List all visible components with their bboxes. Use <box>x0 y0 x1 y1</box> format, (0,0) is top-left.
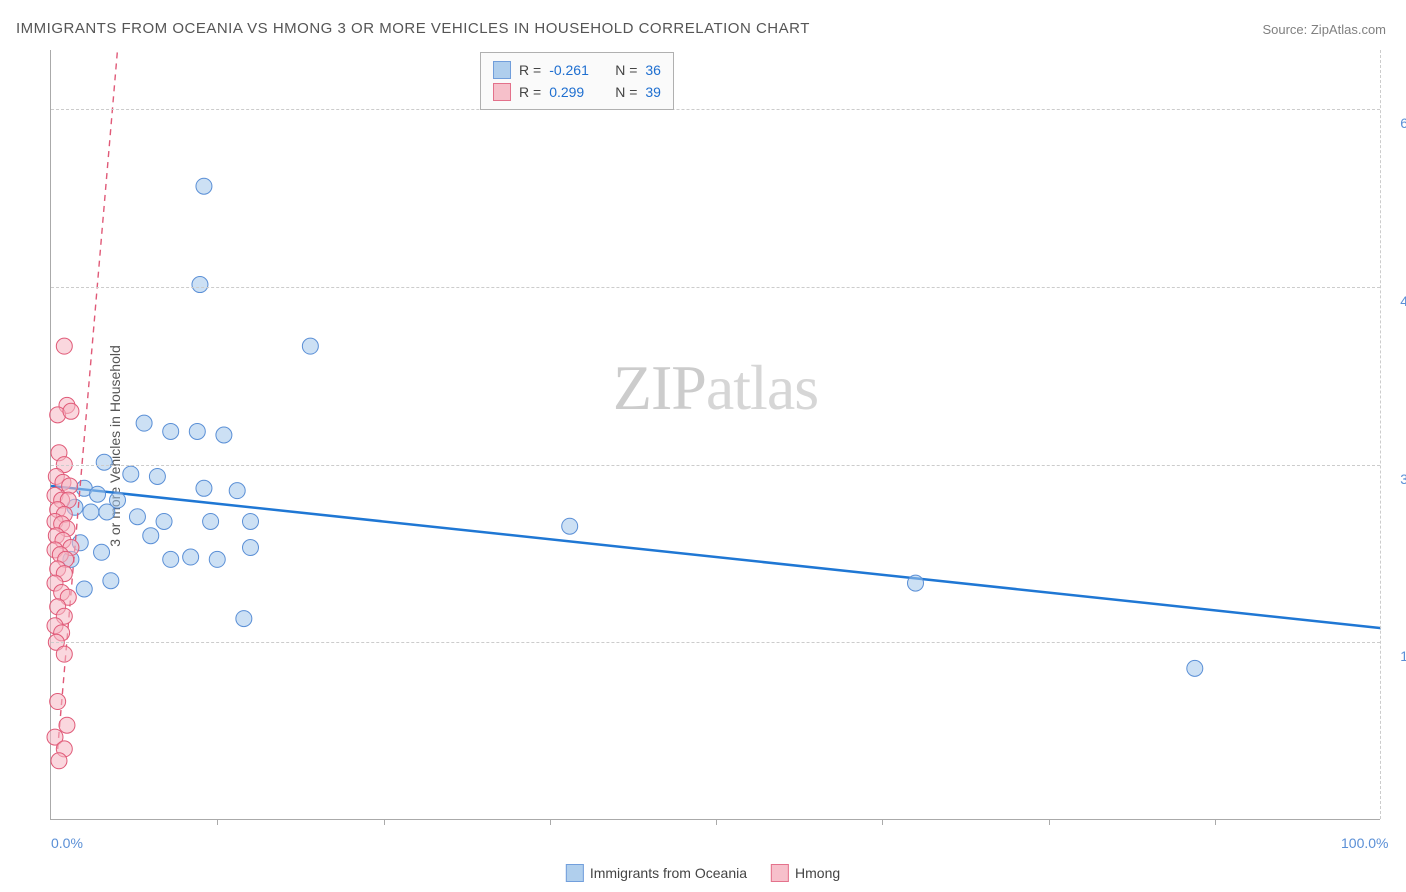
point-oceania <box>129 509 145 525</box>
legend-label: Hmong <box>795 865 840 881</box>
point-oceania <box>123 466 139 482</box>
point-oceania <box>136 415 152 431</box>
x-tick-label: 0.0% <box>51 835 83 851</box>
source-attribution: Source: ZipAtlas.com <box>1262 22 1386 37</box>
chart-title: IMMIGRANTS FROM OCEANIA VS HMONG 3 OR MO… <box>16 20 810 37</box>
gridline-h <box>51 465 1380 466</box>
point-oceania <box>149 468 165 484</box>
y-tick-label: 30.0% <box>1400 471 1406 487</box>
point-oceania <box>908 575 924 591</box>
r-label: R = <box>519 84 541 100</box>
swatch-icon <box>493 61 511 79</box>
point-oceania <box>189 423 205 439</box>
x-tick-mark <box>1215 819 1216 825</box>
n-value: 36 <box>645 62 661 78</box>
point-oceania <box>163 423 179 439</box>
swatch-icon <box>566 864 584 882</box>
x-tick-label: 100.0% <box>1341 835 1388 851</box>
r-value: -0.261 <box>549 62 607 78</box>
x-tick-mark <box>384 819 385 825</box>
swatch-icon <box>771 864 789 882</box>
point-oceania <box>83 504 99 520</box>
point-oceania <box>209 551 225 567</box>
swatch-icon <box>493 83 511 101</box>
point-oceania <box>243 540 259 556</box>
point-oceania <box>103 573 119 589</box>
point-oceania <box>96 454 112 470</box>
stats-row-oceania: R = -0.261 N = 36 <box>493 59 661 81</box>
gridline-h <box>51 287 1380 288</box>
series-legend: Immigrants from Oceania Hmong <box>566 864 840 882</box>
n-label: N = <box>615 84 637 100</box>
point-oceania <box>143 528 159 544</box>
point-oceania <box>76 581 92 597</box>
point-oceania <box>90 486 106 502</box>
point-oceania <box>156 513 172 529</box>
point-oceania <box>236 611 252 627</box>
scatter-svg <box>51 50 1380 819</box>
x-tick-mark <box>716 819 717 825</box>
point-oceania <box>229 483 245 499</box>
x-tick-mark <box>550 819 551 825</box>
gridline-h <box>51 642 1380 643</box>
point-hmong <box>56 646 72 662</box>
point-hmong <box>59 717 75 733</box>
point-oceania <box>192 277 208 293</box>
point-hmong <box>62 478 78 494</box>
point-oceania <box>99 504 115 520</box>
point-hmong <box>63 403 79 419</box>
point-oceania <box>302 338 318 354</box>
point-hmong <box>56 338 72 354</box>
point-oceania <box>94 544 110 560</box>
gridline-v-right <box>1380 50 1381 819</box>
y-tick-label: 45.0% <box>1400 293 1406 309</box>
point-oceania <box>183 549 199 565</box>
point-hmong <box>51 753 67 769</box>
point-hmong <box>50 694 66 710</box>
x-tick-mark <box>882 819 883 825</box>
r-value: 0.299 <box>549 84 607 100</box>
x-tick-mark <box>1049 819 1050 825</box>
point-oceania <box>196 178 212 194</box>
plot-area: ZIPatlas 15.0%30.0%45.0%60.0%0.0%100.0% <box>50 50 1380 820</box>
legend-item-oceania: Immigrants from Oceania <box>566 864 747 882</box>
point-oceania <box>163 551 179 567</box>
n-value: 39 <box>645 84 661 100</box>
point-oceania <box>243 513 259 529</box>
r-label: R = <box>519 62 541 78</box>
gridline-h <box>51 109 1380 110</box>
point-oceania <box>216 427 232 443</box>
stats-legend: R = -0.261 N = 36 R = 0.299 N = 39 <box>480 52 674 110</box>
point-oceania <box>196 480 212 496</box>
point-oceania <box>203 513 219 529</box>
y-tick-label: 60.0% <box>1400 115 1406 131</box>
point-oceania <box>1187 660 1203 676</box>
y-tick-label: 15.0% <box>1400 648 1406 664</box>
legend-label: Immigrants from Oceania <box>590 865 747 881</box>
n-label: N = <box>615 62 637 78</box>
x-tick-mark <box>217 819 218 825</box>
point-oceania <box>562 518 578 534</box>
legend-item-hmong: Hmong <box>771 864 840 882</box>
stats-row-hmong: R = 0.299 N = 39 <box>493 81 661 103</box>
trend-line-oceania <box>51 486 1381 628</box>
